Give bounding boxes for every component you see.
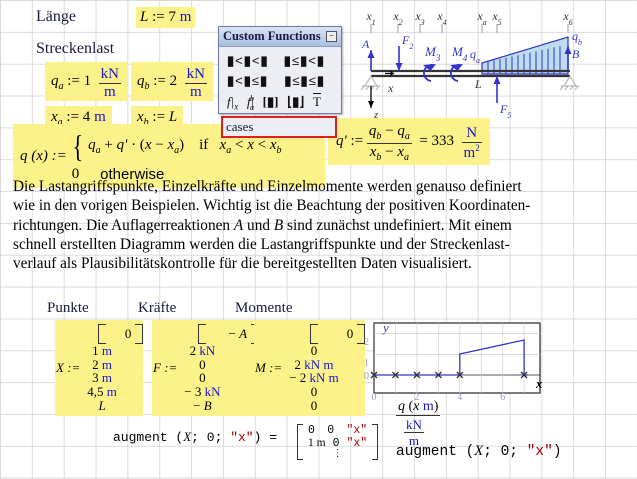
svg-text:1: 1 (364, 358, 369, 369)
svg-text:x: x (535, 377, 542, 391)
svg-text:2: 2 (364, 337, 369, 348)
svg-text:0: 0 (364, 371, 369, 382)
svg-text:y: y (381, 320, 389, 335)
svg-text:2: 2 (414, 392, 419, 403)
svg-text:6: 6 (500, 392, 505, 403)
svg-text:4: 4 (457, 392, 462, 403)
svg-text:0: 0 (372, 392, 377, 403)
